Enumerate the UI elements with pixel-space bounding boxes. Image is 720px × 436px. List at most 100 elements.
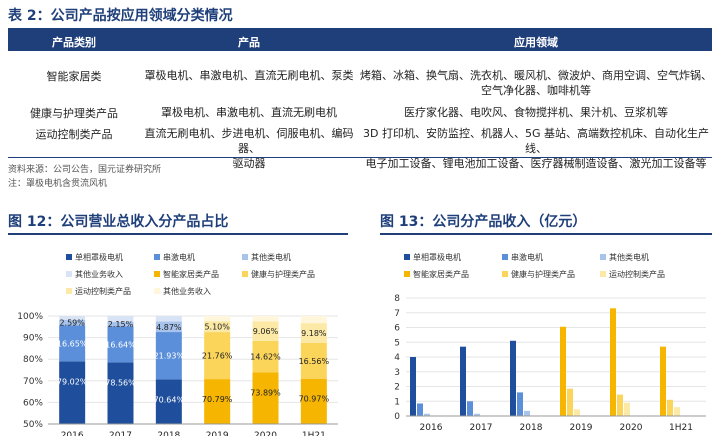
- legend-swatch: [502, 254, 508, 260]
- bar-segment: [252, 316, 279, 322]
- legend-label: 串激电机: [511, 252, 543, 262]
- figure12-rule: [8, 233, 348, 235]
- bar-segment: [204, 379, 231, 424]
- legend-label: 其他类电机: [609, 252, 649, 262]
- legend-label: 智能家居类产品: [413, 269, 469, 279]
- bar-segment: [300, 323, 327, 343]
- legend-swatch: [242, 271, 248, 277]
- legend-label: 单相罩极电机: [75, 252, 123, 262]
- bar-segment: [252, 372, 279, 424]
- data-label: 5.10%: [204, 323, 230, 332]
- bar-segment: [59, 319, 86, 326]
- bar-segment: [155, 379, 182, 424]
- data-label: 9.18%: [301, 329, 327, 338]
- legend-swatch: [404, 271, 410, 277]
- y-tick-label: 80%: [23, 355, 43, 365]
- bar: [560, 326, 566, 416]
- bar: [610, 308, 616, 416]
- data-label: 14.62%: [250, 353, 281, 362]
- x-tick-label: 2016: [420, 423, 443, 433]
- legend-swatch: [154, 288, 160, 294]
- legend-label: 运动控制类产品: [609, 269, 665, 279]
- x-tick-label: 2017: [109, 431, 132, 436]
- bar-segment: [59, 361, 86, 424]
- header-category: 产品类别: [52, 36, 96, 49]
- data-label: 21.93%: [154, 352, 185, 361]
- data-label: 16.65%: [57, 339, 88, 348]
- bar: [517, 392, 523, 416]
- y-tick-label: 2: [394, 383, 400, 393]
- header-applications: 应用领域: [514, 36, 558, 49]
- bar-segment: [59, 325, 86, 362]
- bar-segment: [204, 321, 231, 333]
- legend-label: 单相罩极电机: [413, 252, 461, 262]
- data-label: 73.89%: [250, 388, 281, 397]
- legend-swatch: [502, 271, 508, 277]
- table-top-rule: [8, 28, 712, 30]
- bar-segment: [300, 378, 327, 424]
- legend-swatch: [242, 254, 248, 260]
- data-label: 70.64%: [154, 395, 185, 404]
- table-title: 表 2：公司产品按应用领域分类情况: [8, 8, 233, 24]
- figure12-title: 图 12：公司营业总收入分产品占比: [8, 214, 229, 230]
- bar-segment: [107, 326, 134, 363]
- y-tick-label: 1: [394, 397, 400, 407]
- legend-label: 健康与护理类产品: [251, 269, 315, 279]
- data-label: 70.97%: [299, 395, 330, 404]
- legend-swatch: [600, 271, 606, 277]
- data-label: 21.76%: [202, 352, 233, 361]
- bar: [660, 346, 666, 416]
- figure13-rule: [380, 233, 712, 235]
- bar: [617, 394, 623, 416]
- x-tick-label: 2019: [570, 423, 593, 433]
- bar: [674, 407, 680, 416]
- legend-swatch: [154, 271, 160, 277]
- y-tick-label: 3: [394, 368, 400, 378]
- x-tick-label: 2018: [520, 423, 543, 433]
- y-tick-label: 7: [394, 309, 400, 319]
- bar-segment: [107, 316, 134, 322]
- data-label: 16.56%: [299, 357, 330, 366]
- bar-segment: [107, 362, 134, 424]
- row-products: 直流无刷电机、步进电机、伺服电机、编码器、 驱动器: [144, 127, 354, 170]
- legend-label: 串激电机: [163, 252, 195, 262]
- bar: [417, 403, 423, 416]
- data-label: 2.59%: [59, 319, 85, 328]
- figure13-title: 图 13：公司分产品收入（亿元）: [380, 214, 587, 230]
- y-tick-label: 70%: [23, 377, 43, 387]
- legend-swatch: [404, 254, 410, 260]
- x-tick-label: 1H21: [669, 423, 693, 433]
- bar: [524, 410, 530, 416]
- bar-segment: [204, 316, 231, 322]
- legend-label: 其他业务收入: [163, 286, 211, 296]
- y-tick-label: 5: [394, 338, 400, 348]
- row-products: 罩极电机、串激电机、直流无刷电机、泵类: [144, 69, 354, 82]
- bar: [624, 402, 630, 416]
- y-tick-label: 50%: [23, 420, 43, 430]
- bar: [574, 409, 580, 416]
- x-tick-label: 2020: [620, 423, 643, 433]
- bar-segment: [300, 316, 327, 324]
- bar: [424, 413, 430, 416]
- bar: [410, 357, 416, 416]
- bar-segment: [59, 316, 86, 320]
- legend-swatch: [66, 288, 72, 294]
- row-category: 运动控制类产品: [35, 128, 113, 141]
- header-products: 产品: [238, 36, 260, 49]
- x-tick-label: 2019: [206, 431, 229, 436]
- y-tick-label: 8: [394, 294, 400, 304]
- row-products: 罩极电机、串激电机、直流无刷电机: [161, 106, 337, 119]
- y-tick-label: 90%: [23, 334, 43, 344]
- bar-segment: [300, 342, 327, 379]
- data-label: 4.87%: [156, 323, 182, 332]
- row-category: 智能家居类: [46, 70, 102, 83]
- legend-swatch: [600, 254, 606, 260]
- legend-swatch: [66, 254, 72, 260]
- bar-segment: [252, 321, 279, 341]
- data-label: 70.79%: [202, 395, 233, 404]
- x-tick-label: 2017: [470, 423, 493, 433]
- bar: [667, 399, 673, 416]
- data-label: 78.56%: [105, 378, 136, 387]
